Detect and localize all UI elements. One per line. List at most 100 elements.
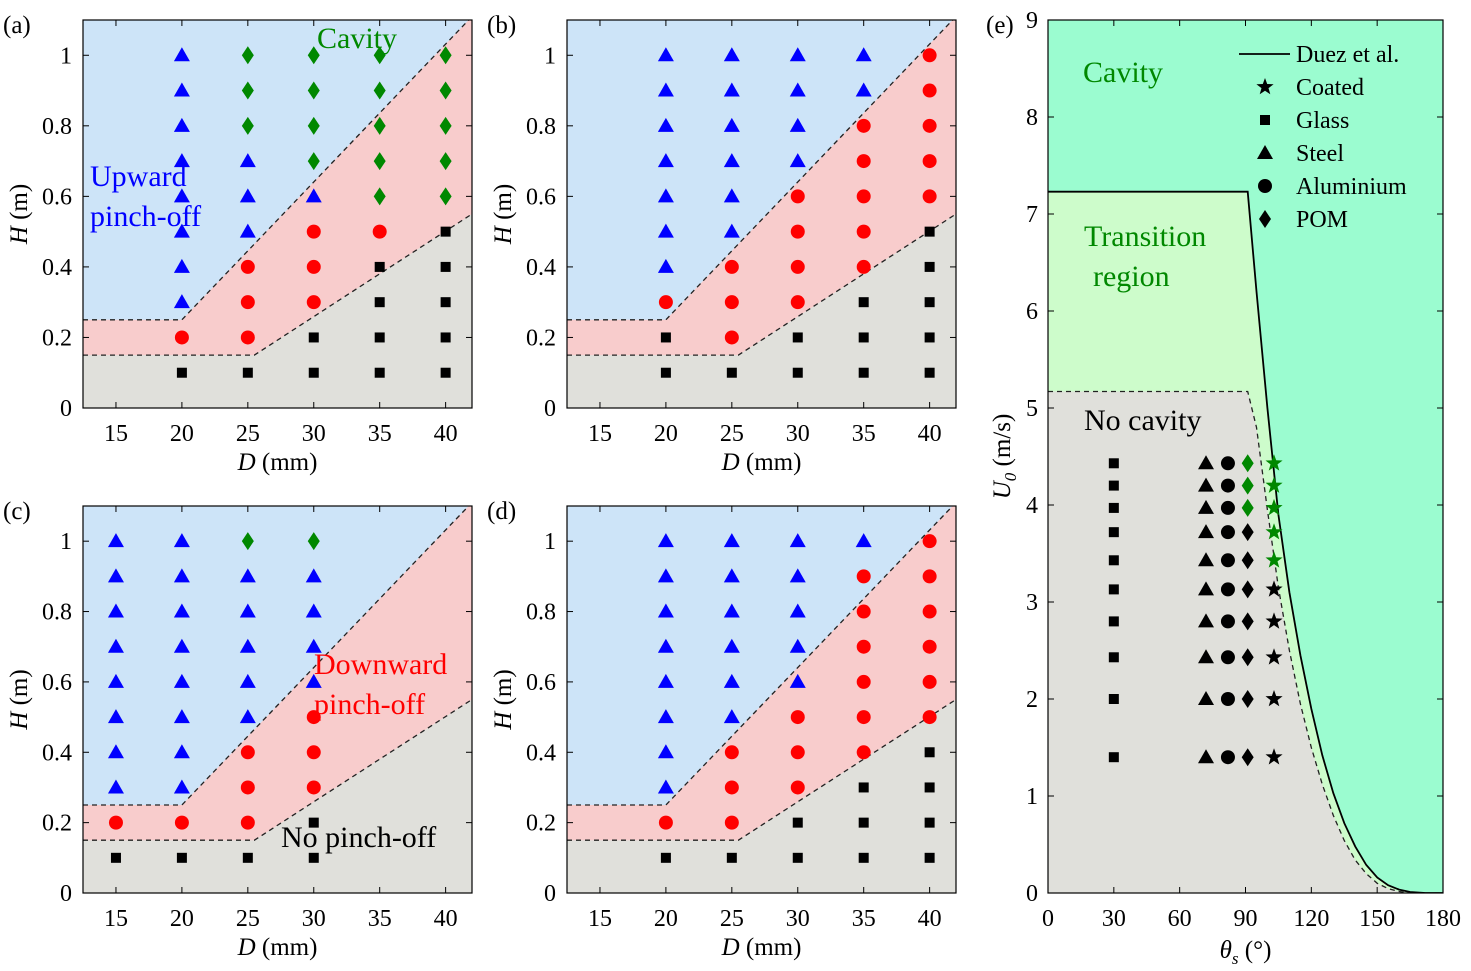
triangle-point xyxy=(657,188,674,203)
panel-label: (c) xyxy=(3,498,31,525)
square-point xyxy=(308,367,319,378)
triangle-point xyxy=(789,673,806,688)
circle-point xyxy=(724,745,739,760)
y-tick-label: 1 xyxy=(544,529,556,555)
triangle-point xyxy=(855,533,872,548)
triangle-point xyxy=(789,533,806,548)
star-point xyxy=(1265,748,1283,765)
triangle-point xyxy=(723,223,740,238)
y-axis-label: U0 (m/s) xyxy=(989,414,1020,500)
square-point xyxy=(660,367,671,378)
circle-point xyxy=(790,295,805,310)
triangle-point xyxy=(657,153,674,168)
data-points xyxy=(657,47,937,378)
square-point xyxy=(726,367,737,378)
legend-diamond-marker xyxy=(1259,210,1271,228)
square-point xyxy=(924,817,935,828)
x-tick-label: 25 xyxy=(720,421,744,447)
diamond-point xyxy=(1241,498,1254,517)
square-point xyxy=(858,332,869,343)
square-point xyxy=(660,852,671,863)
diamond-point xyxy=(241,46,254,65)
circle-point xyxy=(1220,525,1235,540)
upper-boundary xyxy=(567,506,954,806)
x-tick-label: 30 xyxy=(786,906,810,932)
circle-point xyxy=(856,604,871,619)
panel-d: 15 20 25 30 35 40 0 0.2 0.4 0.6 0.8 1 D (mm) H (m) (d) xyxy=(487,498,957,961)
circle-point xyxy=(790,224,805,239)
x-axis-label: D (mm) xyxy=(721,449,802,476)
diamond-point xyxy=(439,116,452,135)
diamond-point xyxy=(1241,648,1254,667)
triangle-point xyxy=(173,709,190,724)
region-label: region xyxy=(1093,260,1170,293)
circle-point xyxy=(790,710,805,725)
nopinch-region xyxy=(83,214,472,408)
triangle-point xyxy=(657,673,674,688)
circle-point xyxy=(1220,553,1235,568)
square-point xyxy=(374,261,385,272)
diamond-point xyxy=(373,152,386,171)
legend-circle-marker xyxy=(1258,179,1272,193)
star-point xyxy=(1265,612,1283,629)
square-point xyxy=(1108,555,1119,566)
y-tick-label: 0.2 xyxy=(526,811,556,837)
panel-c: 15 20 25 30 35 40 0 0.2 0.4 0.6 0.8 1 D (mm) H (m) (c)… xyxy=(3,498,473,961)
triangle-point xyxy=(173,568,190,583)
circle-point xyxy=(856,224,871,239)
axes-box xyxy=(566,505,957,894)
y-tick-label: 1 xyxy=(60,529,72,555)
triangle-point xyxy=(305,673,322,688)
axes-box xyxy=(566,19,957,409)
square-point xyxy=(726,852,737,863)
square-point xyxy=(858,817,869,828)
nopinch-region xyxy=(567,214,956,408)
star-point xyxy=(1265,498,1283,516)
diamond-point xyxy=(373,81,386,100)
nopinch-region xyxy=(567,699,956,893)
triangle-point xyxy=(173,223,190,238)
triangle-point xyxy=(239,568,256,583)
x-tick-label: 60 xyxy=(1168,906,1192,932)
triangle-point xyxy=(173,258,190,273)
triangle-point xyxy=(173,533,190,548)
triangle-point xyxy=(723,153,740,168)
diamond-point xyxy=(241,116,254,135)
triangle-point xyxy=(305,568,322,583)
x-tick-label: 15 xyxy=(104,906,128,932)
y-tick-label: 4 xyxy=(1026,493,1038,519)
duez-curve xyxy=(1048,190,1443,893)
triangle-point xyxy=(855,82,872,97)
y-tick-label: 7 xyxy=(1026,202,1038,228)
square-point xyxy=(1108,480,1119,491)
circle-point xyxy=(922,639,937,654)
triangle-point xyxy=(173,673,190,688)
square-point xyxy=(924,332,935,343)
x-axis-label: D (mm) xyxy=(237,934,318,961)
region-fills xyxy=(83,506,472,893)
circle-point xyxy=(306,780,321,795)
triangle-point xyxy=(173,744,190,759)
triangle-point xyxy=(1198,477,1214,492)
triangle-point xyxy=(107,673,124,688)
triangle-point xyxy=(1198,552,1214,567)
square-point xyxy=(440,261,451,272)
panel-label: (e) xyxy=(986,12,1014,39)
y-axis-label: H (m) xyxy=(490,669,517,730)
triangle-point xyxy=(107,779,124,794)
x-tick-label: 90 xyxy=(1234,906,1258,932)
triangle-point xyxy=(173,153,190,168)
circle-point xyxy=(240,295,255,310)
triangle-point xyxy=(107,533,124,548)
triangle-point xyxy=(1198,499,1214,514)
circle-point xyxy=(856,710,871,725)
triangle-point xyxy=(239,709,256,724)
lower-boundary xyxy=(567,213,956,356)
x-axis-label: D (mm) xyxy=(237,449,318,476)
diamond-point xyxy=(307,532,320,551)
star-point xyxy=(1265,648,1283,665)
circle-point xyxy=(922,569,937,584)
circle-point xyxy=(1220,692,1235,706)
region-label: Cavity xyxy=(317,22,397,55)
